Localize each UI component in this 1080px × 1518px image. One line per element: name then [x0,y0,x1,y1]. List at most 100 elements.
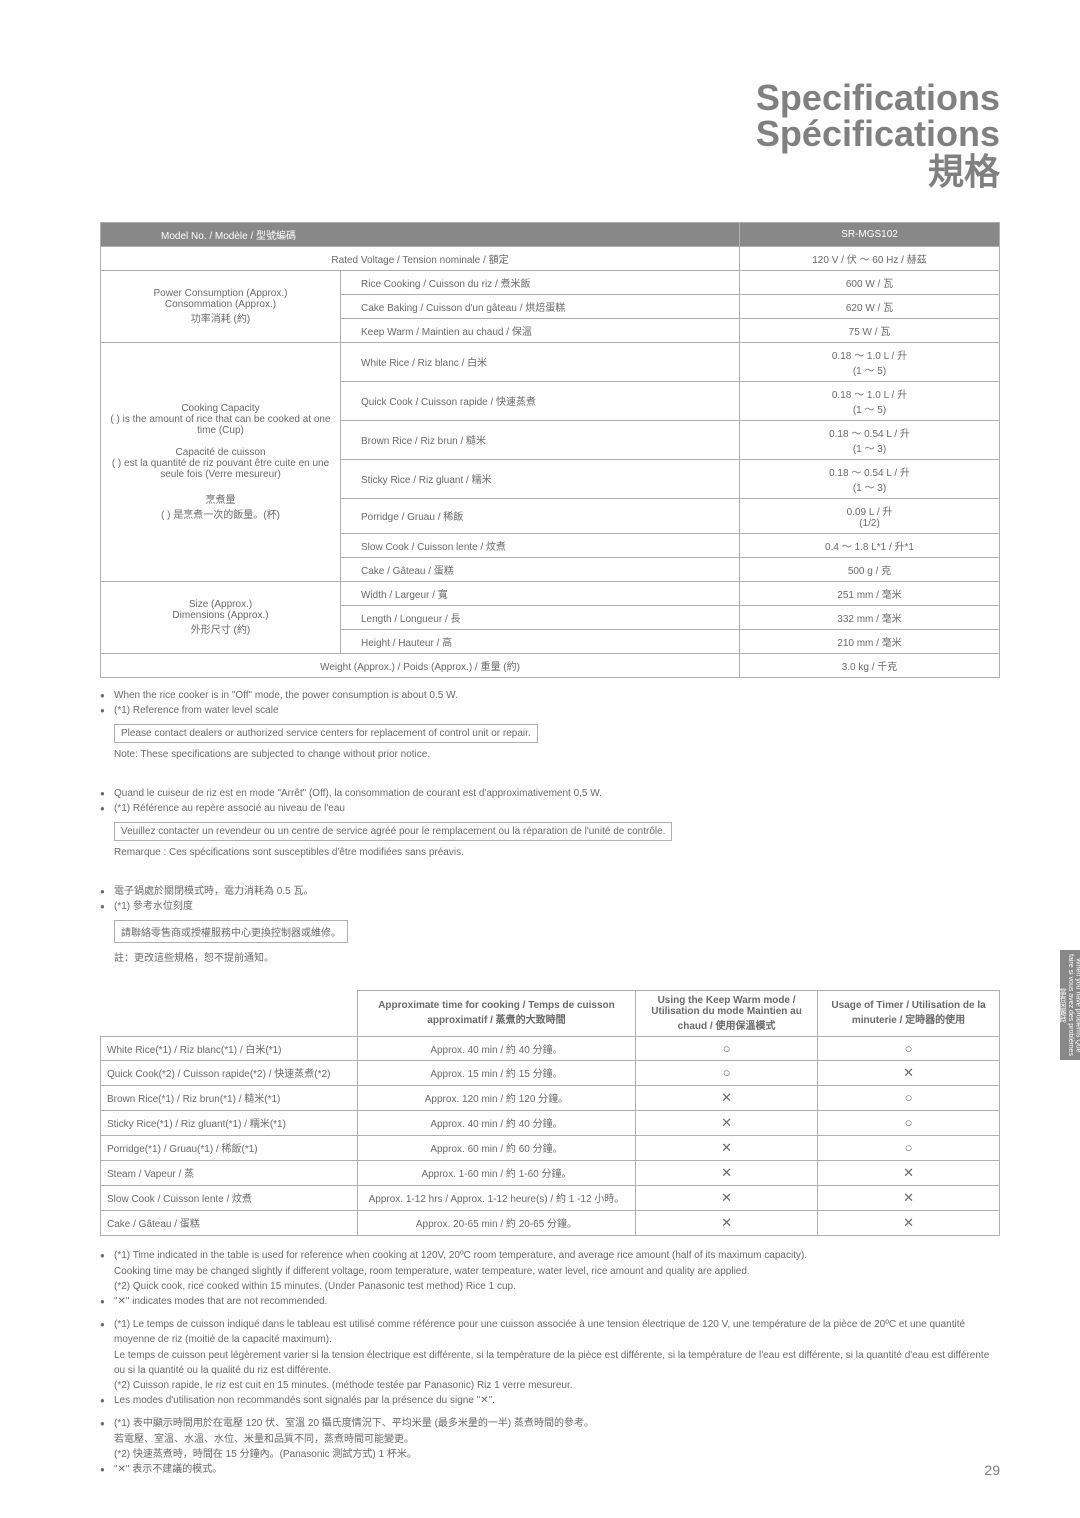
timing-row-time: Approx. 20-65 min / 約 20-65 分鐘。 [357,1210,635,1235]
spec-header-model-label: Model No. / Modèle / 型號編碼 [101,222,740,246]
timing-h4: Usage of Timer / Utilisation de la minut… [818,990,1000,1036]
timing-row-keepwarm: ✕ [636,1185,818,1210]
spec-row-value: 500 g / 克 [740,557,1000,581]
timing-row-time: Approx. 15 min / 約 15 分鐘。 [357,1060,635,1085]
spec-category: Power Consumption (Approx.) Consommation… [101,270,341,342]
foot-en-1: (*1) Time indicated in the table is used… [100,1248,1000,1263]
spec-category: Size (Approx.) Dimensions (Approx.) 外形尺寸… [101,581,341,653]
timing-row-time: Approx. 60 min / 約 60 分鐘。 [357,1135,635,1160]
spec-row-value: 251 mm / 毫米 [740,581,1000,605]
spec-row-label: Slow Cook / Cuisson lente / 炆煮 [341,533,740,557]
timing-row-name: Cake / Gâteau / 蛋糕 [101,1210,358,1235]
spec-row-label: Height / Hauteur / 高 [341,629,740,653]
timing-row-timer: ✕ [818,1160,1000,1185]
timing-h3: Using the Keep Warm mode / Utilisation d… [636,990,818,1036]
spec-row-value: 0.18 ～ 0.54 L / 升 (1 ～ 3) [740,420,1000,459]
timing-row-time: Approx. 1-60 min / 約 1-60 分鐘。 [357,1160,635,1185]
spec-row-value: 600 W / 瓦 [740,270,1000,294]
spec-row-label: Porridge / Gruau / 稀飯 [341,498,740,533]
timing-row-keepwarm: ✕ [636,1085,818,1110]
timing-row-timer: ○ [818,1110,1000,1135]
foot-zh-4: "✕" 表示不建議的模式。 [100,1462,1000,1477]
spec-header-model-value: SR-MGS102 [740,222,1000,246]
spec-row-value: 0.18 ～ 1.0 L / 升 (1 ～ 5) [740,342,1000,381]
spec-row-label: Cake Baking / Cuisson d'un gâteau / 烘焙蛋糕 [341,294,740,318]
foot-fr-1: (*1) Le temps de cuisson indiqué dans le… [100,1317,1000,1347]
page-number: 29 [984,1462,1000,1478]
timing-table: Approximate time for cooking / Temps de … [100,990,1000,1236]
note-en-1: When the rice cooker is in "Off" mode, t… [100,688,1000,703]
note-fr-sub: Remarque : Ces spécifications sont susce… [114,844,1000,864]
note-en-sub: Note: These specifications are subjected… [114,746,1000,766]
notes-fr: Quand le cuiseur de riz est en mode "Arr… [100,786,1000,864]
timing-row-name: Quick Cook(*2) / Cuisson rapide(*2) / 快速… [101,1060,358,1085]
timing-h2: Approximate time for cooking / Temps de … [357,990,635,1036]
spec-row-value: 0.4 ～ 1.8 L*1 / 升*1 [740,533,1000,557]
foot-en-3: (*2) Quick cook, rice cooked within 15 m… [114,1279,1000,1294]
foot-en-2: Cooking time may be changed slightly if … [114,1264,1000,1279]
title-fr: Spécifications [100,116,1000,152]
timing-row-time: Approx. 40 min / 約 40 分鐘。 [357,1036,635,1060]
timing-row-timer: ○ [818,1135,1000,1160]
timing-h1 [101,990,358,1036]
note-zh-sub: 註：更改這些規格，恕不提前通知。 [114,946,1000,970]
note-zh-2: (*1) 參考水位刻度 [100,899,1000,914]
note-en-2: (*1) Reference from water level scale [100,703,1000,718]
spec-row-label: Brown Rice / Riz brun / 糙米 [341,420,740,459]
specifications-table: Model No. / Modèle / 型號編碼 SR-MGS102 Rate… [100,222,1000,678]
timing-row-timer: ✕ [818,1185,1000,1210]
timing-row-name: White Rice(*1) / Riz blanc(*1) / 白米(*1) [101,1036,358,1060]
timing-row-name: Sticky Rice(*1) / Riz gluant(*1) / 糯米(*1… [101,1110,358,1135]
timing-row-timer: ✕ [818,1060,1000,1085]
timing-row-name: Porridge(*1) / Gruau(*1) / 稀飯(*1) [101,1135,358,1160]
foot-fr-3: (*2) Cuisson rapide, le riz est cuit en … [114,1378,1000,1393]
timing-row-name: Steam / Vapeur / 蒸 [101,1160,358,1185]
timing-row-keepwarm: ○ [636,1036,818,1060]
timing-row-keepwarm: ○ [636,1060,818,1085]
spec-row-label: Cake / Gâteau / 蛋糕 [341,557,740,581]
foot-zh-1: (*1) 表中顯示時間用於在電壓 120 伏、室溫 20 攝氏度情況下、平均米量… [100,1416,1000,1431]
spec-row-label: Keep Warm / Maintien au chaud / 保溫 [341,318,740,342]
timing-row-name: Slow Cook / Cuisson lente / 炆煮 [101,1185,358,1210]
timing-row-time: Approx. 40 min / 約 40 分鐘。 [357,1110,635,1135]
timing-row-name: Brown Rice(*1) / Riz brun(*1) / 糙米(*1) [101,1085,358,1110]
spec-row-label: Rice Cooking / Cuisson du riz / 煮米飯 [341,270,740,294]
note-en-box: Please contact dealers or authorized ser… [114,724,538,743]
timing-row-timer: ○ [818,1085,1000,1110]
spec-row-label: Weight (Approx.) / Poids (Approx.) / 重量 … [101,653,740,677]
timing-row-keepwarm: ✕ [636,1110,818,1135]
timing-row-timer: ○ [818,1036,1000,1060]
foot-fr-2: Le temps de cuisson peut légèrement vari… [114,1348,1000,1378]
title-zh: 規格 [100,152,1000,192]
spec-row-label: Width / Largeur / 寬 [341,581,740,605]
note-fr-box: Veuillez contacter un revendeur ou un ce… [114,822,672,841]
spec-row-value: 0.18 ～ 0.54 L / 升 (1 ～ 3) [740,459,1000,498]
foot-zh-3: (*2) 快速蒸煮時，時間在 15 分鐘內。(Panasonic 測試方式) 1… [114,1447,1000,1462]
spec-row-label: Quick Cook / Cuisson rapide / 快速蒸煮 [341,381,740,420]
spec-row-value: 3.0 kg / 千克 [740,653,1000,677]
spec-row-value: 332 mm / 毫米 [740,605,1000,629]
spec-category: Cooking Capacity ( ) is the amount of ri… [101,342,341,581]
note-fr-1: Quand le cuiseur de riz est en mode "Arr… [100,786,1000,801]
spec-row-value: 0.18 ～ 1.0 L / 升 (1 ～ 5) [740,381,1000,420]
timing-row-keepwarm: ✕ [636,1210,818,1235]
note-zh-1: 電子鍋處於關閉模式時，電力消耗為 0.5 瓦。 [100,884,1000,899]
notes-zh: 電子鍋處於關閉模式時，電力消耗為 0.5 瓦。 (*1) 參考水位刻度 請聯絡零… [100,884,1000,970]
spec-row-value: 210 mm / 毫米 [740,629,1000,653]
spec-row-label: White Rice / Riz blanc / 白米 [341,342,740,381]
foot-fr-4: Les modes d'utilisation non recommandés … [100,1393,1000,1408]
spec-row-value: 0.09 L / 升 (1/2) [740,498,1000,533]
timing-row-keepwarm: ✕ [636,1160,818,1185]
spec-row-value: 120 V / 伏 ～ 60 Hz / 赫茲 [740,246,1000,270]
note-fr-2: (*1) Référence au repère associé au nive… [100,801,1000,816]
title-en: Specifications [100,80,1000,116]
timing-row-timer: ✕ [818,1210,1000,1235]
side-tab: When you have problems Que faire si vous… [1060,950,1080,1060]
spec-row-value: 620 W / 瓦 [740,294,1000,318]
note-zh-box: 請聯絡零售商或授權服務中心更換控制器或維修。 [114,920,348,943]
footnotes: (*1) Time indicated in the table is used… [100,1248,1000,1477]
timing-row-keepwarm: ✕ [636,1135,818,1160]
spec-row-value: 75 W / 瓦 [740,318,1000,342]
timing-row-time: Approx. 120 min / 約 120 分鐘。 [357,1085,635,1110]
timing-row-time: Approx. 1-12 hrs / Approx. 1-12 heure(s)… [357,1185,635,1210]
